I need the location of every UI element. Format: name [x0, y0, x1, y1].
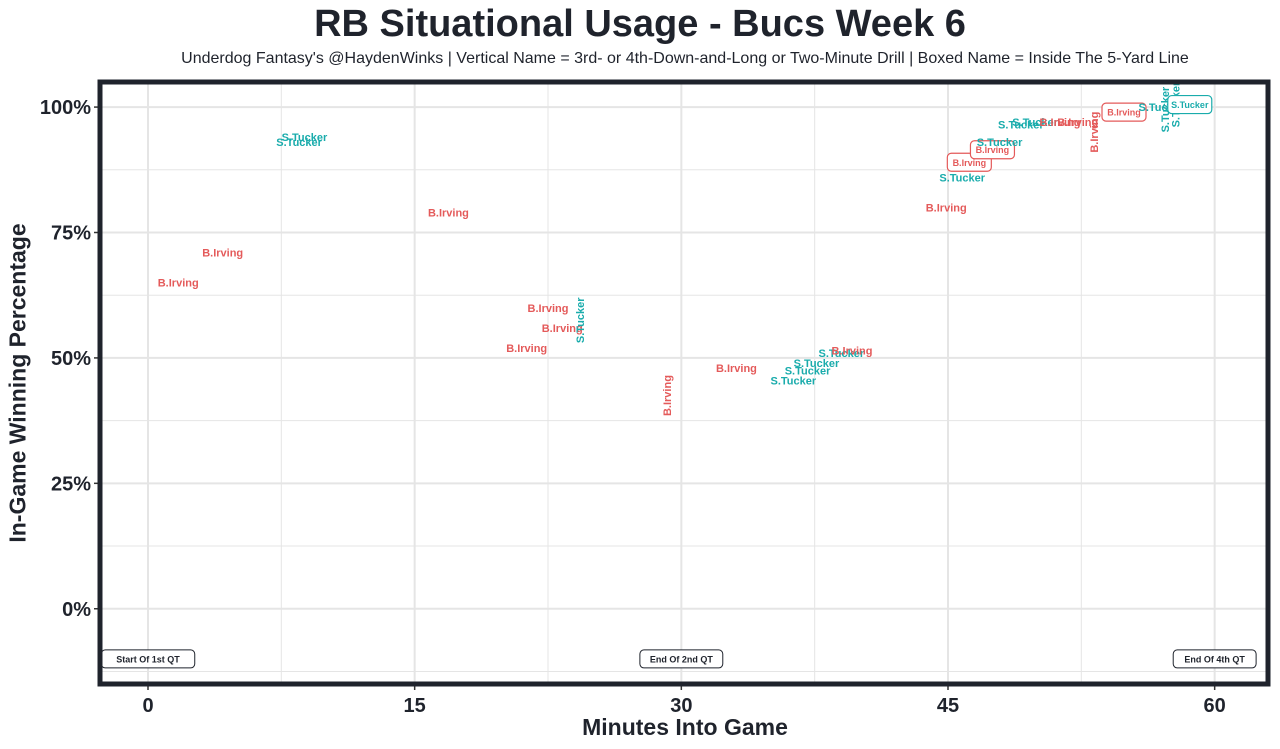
point-label: S.Tucker — [819, 348, 865, 360]
point-label: B.Irving — [428, 207, 469, 219]
boxed-point-label: S.Tucker — [1167, 94, 1213, 115]
plot-frame — [97, 79, 1271, 687]
grid-layer — [100, 82, 1268, 684]
x-tick-label: 45 — [937, 695, 959, 717]
vertical-point-label: B.Irving — [662, 375, 674, 416]
y-tick-label: 50% — [51, 348, 91, 370]
boxed-point-label: B.Irving — [1101, 102, 1147, 122]
point-label: S.Tucker — [276, 137, 322, 149]
quarter-label: Start Of 1st QT — [116, 654, 180, 664]
x-axis-label: Minutes Into Game — [582, 714, 788, 740]
quarter-box — [1172, 649, 1257, 669]
quarter-marker: End Of 4th QT — [1172, 649, 1257, 669]
y-tick-label: 75% — [51, 223, 91, 245]
point-label: B.Irving — [202, 248, 243, 260]
point-label: B.Irving — [1107, 108, 1141, 118]
point-label: S.Tucker — [939, 172, 985, 184]
point-label: B.Irving — [542, 323, 583, 335]
point-label: S.Tucker — [771, 375, 817, 387]
vertical-point-label: B.Irving — [1089, 112, 1101, 153]
y-tick-label: 0% — [62, 599, 91, 621]
point-box — [969, 140, 1016, 160]
quarter-marker: End Of 2nd QT — [639, 649, 724, 669]
quarter-layer: Start Of 1st QT End Of 2nd QT End Of 4th Q… — [100, 649, 1257, 669]
point-label: S.Tucker — [1171, 100, 1209, 110]
x-tick-label: 60 — [1204, 695, 1226, 717]
point-label: B.Irving — [832, 345, 873, 357]
vertical-point-label: S.Tucker — [575, 297, 587, 343]
y-tick-label: 100% — [40, 97, 91, 119]
quarter-marker: Start Of 1st QT — [100, 649, 196, 669]
point-label: B.Irving — [1040, 117, 1081, 129]
point-box — [1167, 94, 1213, 115]
point-label: B.Irving — [1057, 117, 1098, 129]
point-label: B.Irving — [506, 343, 547, 355]
point-label: B.Irving — [716, 363, 757, 375]
quarter-label: End Of 4th QT — [1184, 654, 1245, 664]
point-box — [1101, 102, 1147, 122]
x-tick-label: 0 — [142, 695, 153, 717]
ticks-layer: 0 15 30 45 60 0% 25% 50% 75% 100% — [40, 97, 1226, 717]
point-label: S.Tucker — [998, 120, 1044, 132]
point-label: B.Irving — [528, 303, 569, 315]
point-label: S.Tucker — [1012, 117, 1058, 129]
point-label: S.Tucker — [794, 358, 840, 370]
quarter-box — [639, 649, 724, 669]
quarter-label: End Of 2nd QT — [650, 654, 713, 664]
x-tick-label: 30 — [670, 695, 692, 717]
point-label: B.Irving — [953, 158, 987, 168]
point-label: S.Tucker — [282, 132, 328, 144]
chart-subtitle: Underdog Fantasy's @HaydenWinks | Vertic… — [181, 50, 1189, 67]
point-label: S.Tucker — [977, 137, 1023, 149]
point-label: B.Irving — [158, 278, 199, 290]
y-tick-label: 25% — [51, 473, 91, 495]
boxed-point-label: B.Irving — [969, 140, 1016, 160]
point-label: B.Irving — [976, 145, 1010, 155]
point-label: B.Irving — [926, 202, 967, 214]
points-layer: B.IrvingB.IrvingS.TuckerS.TuckerB.Irving… — [158, 81, 1213, 416]
x-tick-label: 15 — [404, 695, 426, 717]
chart-title: RB Situational Usage - Bucs Week 6 — [314, 3, 966, 45]
point-label: S.Tucker — [785, 365, 831, 377]
